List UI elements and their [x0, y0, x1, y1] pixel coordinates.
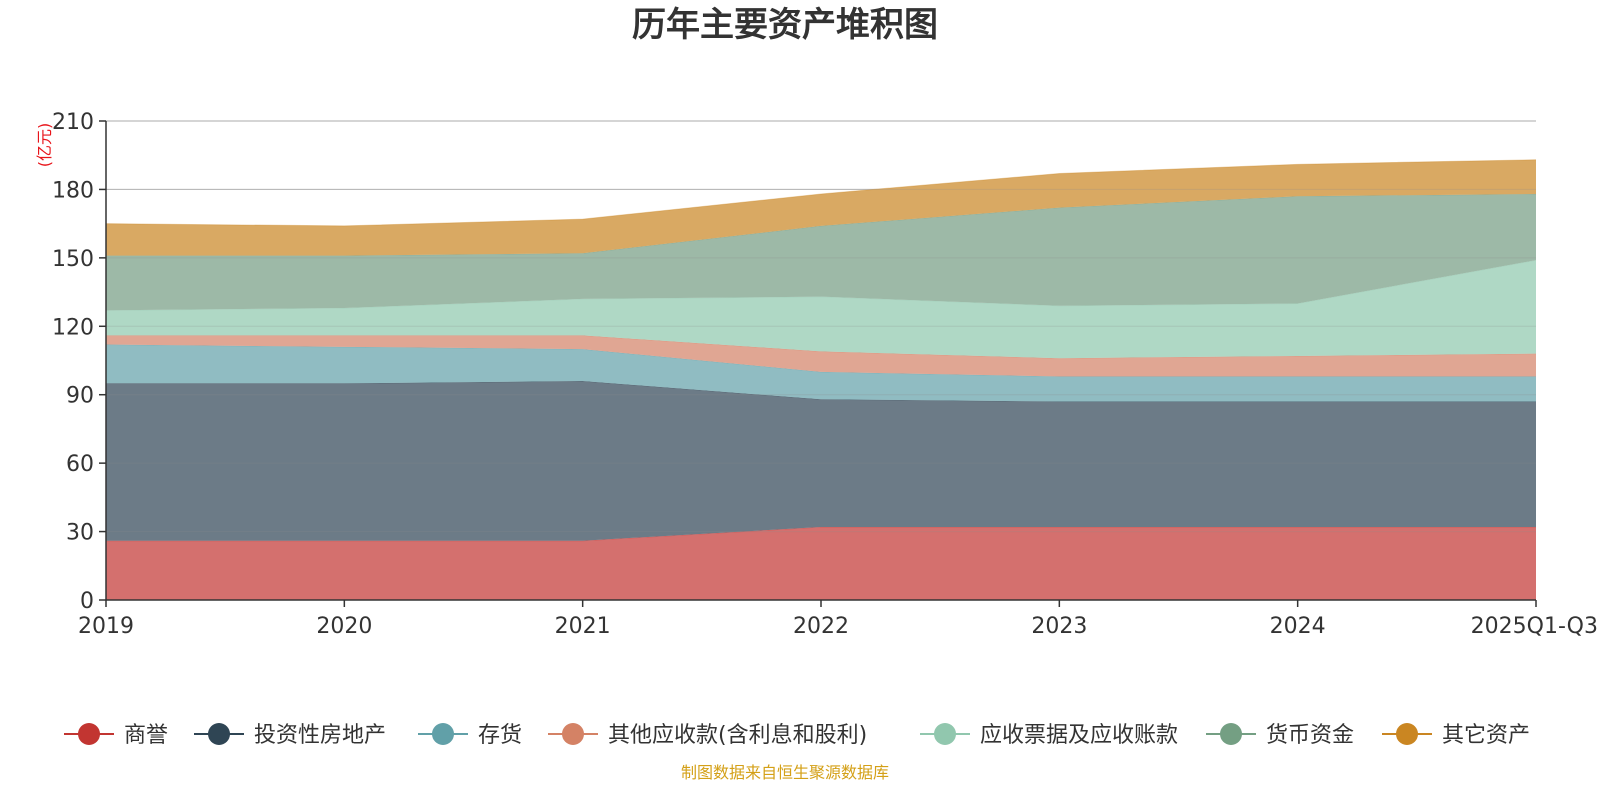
legend-item-3[interactable]: 其他应收款(含利息和股利) — [548, 723, 867, 748]
legend-marker-3 — [562, 723, 584, 745]
area-series-4 — [106, 260, 1536, 359]
y-tick-label-150: 150 — [52, 247, 94, 272]
legend-label-3: 其他应收款(含利息和股利) — [608, 723, 867, 748]
legend-label-2: 存货 — [478, 723, 522, 748]
area-series-5 — [106, 193, 1536, 311]
axes: 0 30 60 90 120 150 180 210 2019 2020 2021 2022 2023 2… — [52, 110, 1598, 639]
data-source-note: 制图数据来自恒生聚源数据库 — [681, 763, 889, 782]
legend-label-0: 商誉 — [124, 723, 168, 748]
legend-label-6: 其它资产 — [1442, 723, 1530, 748]
area-edge-6 — [105, 159, 1537, 227]
legend-marker-1 — [208, 723, 230, 745]
legend-marker-2 — [432, 723, 454, 745]
y-axis-unit: (亿元) — [35, 123, 54, 168]
legend-item-4[interactable]: 应收票据及应收账款 — [920, 723, 1178, 748]
legend-marker-4 — [934, 723, 956, 745]
legend-item-5[interactable]: 货币资金 — [1206, 723, 1354, 748]
legend[interactable]: 商誉 投资性房地产 存货 其他应收款(含利息和股利) 应收票据及应收账款 货币资金 其它资产 — [64, 723, 1530, 748]
legend-item-1[interactable]: 投资性房地产 — [194, 723, 386, 748]
area-series-3 — [106, 335, 1536, 377]
legend-item-6[interactable]: 其它资产 — [1382, 723, 1530, 748]
y-tick-label-30: 30 — [66, 521, 94, 546]
area-series-0 — [106, 527, 1536, 600]
y-tick-label-120: 120 — [52, 315, 94, 340]
area-series — [105, 120, 1537, 600]
legend-item-0[interactable]: 商誉 — [64, 723, 168, 748]
x-tick-label-3: 2022 — [793, 614, 849, 639]
y-tick-label-90: 90 — [66, 384, 94, 409]
area-series-1 — [106, 381, 1536, 541]
x-tick-label-6: 2025Q1-Q3 — [1471, 614, 1598, 639]
legend-marker-5 — [1220, 723, 1242, 745]
legend-label-5: 货币资金 — [1266, 723, 1354, 748]
x-tick-label-0: 2019 — [78, 614, 134, 639]
legend-marker-6 — [1396, 723, 1418, 745]
y-tick-label-0: 0 — [80, 589, 94, 614]
legend-item-2[interactable]: 存货 — [418, 723, 522, 748]
x-tick-label-5: 2024 — [1270, 614, 1326, 639]
area-series-6 — [106, 159, 1536, 256]
y-tick-label-180: 180 — [52, 178, 94, 203]
x-tick-label-2: 2021 — [555, 614, 611, 639]
legend-label-1: 投资性房地产 — [254, 723, 386, 748]
legend-label-4: 应收票据及应收账款 — [980, 723, 1178, 748]
legend-marker-0 — [78, 723, 100, 745]
x-tick-label-1: 2020 — [316, 614, 372, 639]
y-tick-label-60: 60 — [66, 452, 94, 477]
area-series-2 — [106, 344, 1536, 402]
y-tick-label-210: 210 — [52, 110, 94, 135]
chart-title: 历年主要资产堆积图 — [632, 5, 938, 45]
x-tick-label-4: 2023 — [1031, 614, 1087, 639]
